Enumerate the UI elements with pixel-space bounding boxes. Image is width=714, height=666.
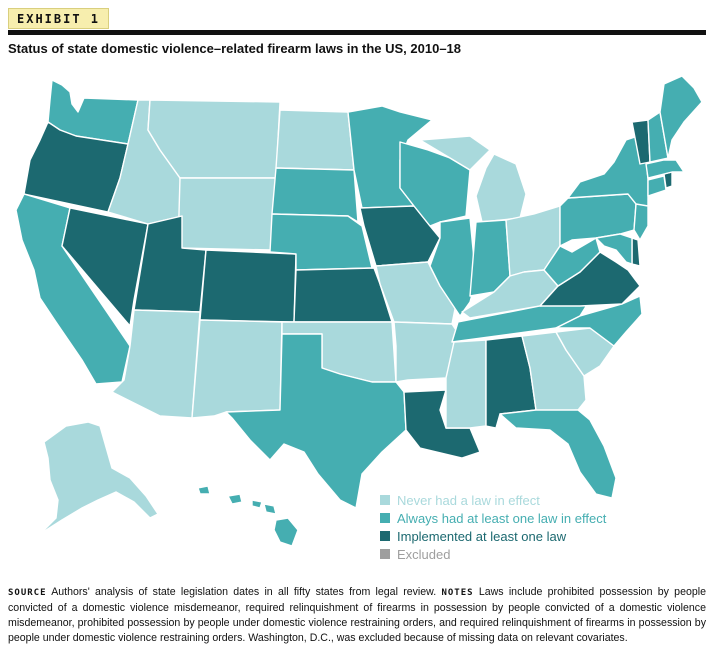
legend-swatch-always xyxy=(380,513,390,523)
notes-text: Laws include prohibited possession by pe… xyxy=(8,586,706,644)
legend-item-excluded: Excluded xyxy=(380,545,606,563)
legend-item-never: Never had a law in effect xyxy=(380,491,606,509)
state-me xyxy=(659,75,703,159)
legend-label-never: Never had a law in effect xyxy=(397,492,540,508)
state-md xyxy=(595,233,633,265)
state-ks xyxy=(293,267,393,323)
state-wv xyxy=(543,237,601,287)
state-la xyxy=(403,389,481,459)
us-map-svg xyxy=(15,75,703,547)
state-ms xyxy=(445,339,487,429)
state-de xyxy=(631,237,641,267)
legend-label-excluded: Excluded xyxy=(397,546,451,562)
exhibit-label: EXHIBIT 1 xyxy=(8,8,110,29)
state-nc xyxy=(555,295,643,347)
state-mi xyxy=(419,135,527,223)
legend-label-implemented: Implemented at least one law xyxy=(397,528,567,544)
us-map xyxy=(0,60,714,580)
state-nv xyxy=(61,207,149,327)
state-ar xyxy=(393,321,461,383)
legend-swatch-never xyxy=(380,495,390,505)
legend-item-always: Always had at least one law in effect xyxy=(380,509,606,527)
state-nd xyxy=(275,109,355,171)
state-nm xyxy=(191,319,283,419)
legend-label-always: Always had at least one law in effect xyxy=(397,510,607,526)
source-notes: Source Authors' analysis of state legisl… xyxy=(8,585,706,646)
map-legend: Never had a law in effect Always had at … xyxy=(380,491,606,563)
legend-item-implemented: Implemented at least one law xyxy=(380,527,606,545)
state-ak xyxy=(39,421,159,535)
state-nj xyxy=(633,203,649,241)
state-il xyxy=(429,217,477,317)
state-wy xyxy=(177,177,277,251)
legend-swatch-implemented xyxy=(380,531,390,541)
state-ma xyxy=(645,159,685,179)
state-fl xyxy=(499,409,617,499)
source-text: Authors' analysis of state legislation d… xyxy=(51,586,437,598)
state-hi xyxy=(197,485,299,547)
page-title: Status of state domestic violence–relate… xyxy=(8,41,462,56)
title-rule xyxy=(8,30,706,35)
state-tx xyxy=(225,333,407,509)
state-co xyxy=(199,249,297,323)
source-label: Source xyxy=(8,588,47,598)
notes-label: Notes xyxy=(441,588,474,598)
legend-swatch-excluded xyxy=(380,549,390,559)
state-wi xyxy=(399,141,471,227)
state-ct xyxy=(647,175,667,197)
